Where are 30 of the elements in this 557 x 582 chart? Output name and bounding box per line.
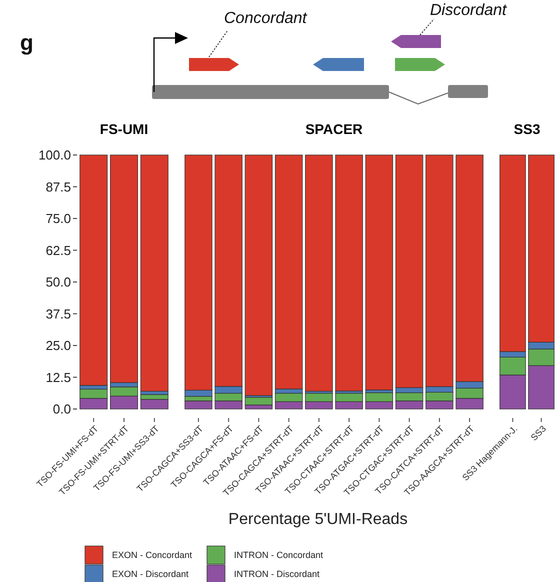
- chart-title: SS3: [514, 121, 540, 137]
- chart-title: SPACER: [305, 121, 363, 137]
- bar: [274, 154, 303, 390]
- bar: [184, 400, 212, 410]
- bar: [305, 154, 333, 392]
- bar: [80, 154, 108, 386]
- legend-label: EXON - Discordant: [112, 569, 190, 580]
- y-tick-label: 100.0: [38, 148, 71, 163]
- bar: [140, 154, 168, 392]
- y-tick-label: 50.0: [46, 274, 71, 290]
- y-tick-label: 25.0: [46, 338, 71, 354]
- y-tick-label: 62.5: [46, 242, 71, 258]
- chart-title: FS-UMI: [100, 121, 148, 137]
- bar: [335, 154, 363, 392]
- x-axis-title: Percentage 5'UMI-Reads: [228, 511, 408, 528]
- y-tick-label: 75.0: [46, 211, 71, 226]
- y-tick-label: 87.5: [46, 179, 71, 194]
- legend-label: INTRON - Concordant: [234, 550, 324, 560]
- y-tick-label: 37.5: [46, 306, 71, 322]
- x-tick-label: SS3: [528, 424, 548, 443]
- legend-label: INTRON - Discordant: [234, 569, 320, 580]
- bar: [365, 154, 394, 390]
- y-tick-label: 0.0: [52, 402, 71, 417]
- text: Concordant: [224, 10, 308, 27]
- y-tick-label: 12.5: [46, 370, 71, 385]
- legend-label: EXON - Concordant: [112, 550, 193, 560]
- bar: [140, 399, 168, 410]
- text: g: [20, 30, 34, 55]
- text: Discordant: [430, 2, 508, 19]
- bar: [110, 154, 138, 383]
